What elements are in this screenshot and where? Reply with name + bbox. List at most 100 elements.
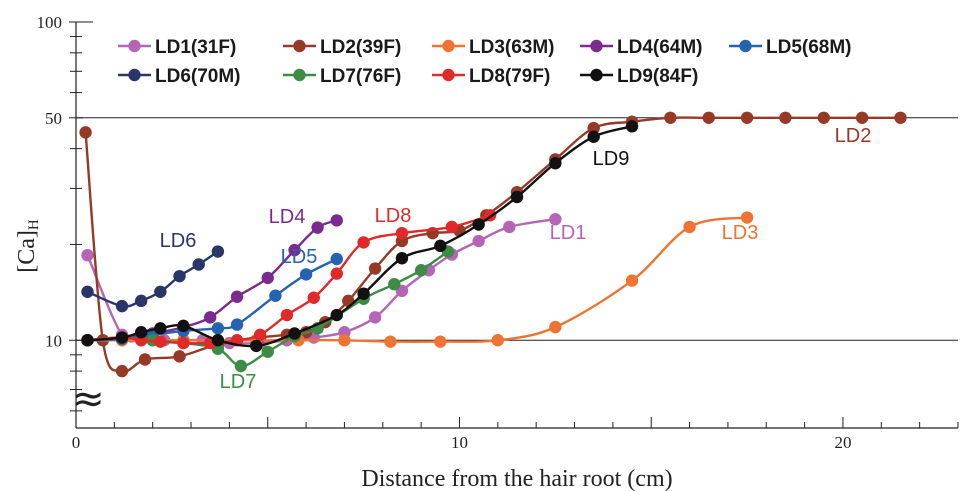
data-point-ld4 (261, 271, 274, 285)
legend-label: LD8(79F) (469, 66, 550, 87)
data-point-ld6 (134, 294, 148, 308)
x-tick-label: 10 (451, 433, 468, 452)
series-ld6 (81, 245, 225, 313)
data-point-ld3 (740, 211, 754, 224)
series-label-ld3: LD3 (722, 222, 759, 244)
data-point-ld6 (115, 299, 129, 313)
data-point-ld4 (311, 221, 324, 234)
data-point-ld2 (664, 111, 677, 125)
legend-swatch-marker (128, 68, 141, 82)
data-point-ld9 (211, 334, 225, 347)
data-point-ld2 (587, 121, 600, 135)
legend-swatch-marker (739, 39, 752, 53)
series-line-ld2 (84, 116, 901, 373)
data-point-ld9 (288, 327, 301, 340)
series-label-ld7: LD7 (220, 371, 257, 393)
data-point-ld3 (491, 334, 505, 347)
legend-swatch-marker (293, 39, 306, 53)
data-point-ld9 (81, 334, 94, 347)
legend-swatch-marker (590, 39, 603, 53)
data-point-ld8 (357, 236, 370, 249)
data-point-ld9 (154, 322, 167, 335)
series-label-ld4: LD4 (269, 206, 306, 228)
data-point-ld9 (434, 239, 447, 253)
data-point-ld9 (587, 130, 600, 143)
series-label-ld1: LD1 (550, 222, 587, 244)
legend-item-ld6: LD6(70M) (118, 66, 241, 87)
y-axis-title: [Ca]H (14, 219, 42, 273)
series-label-ld9: LD9 (593, 148, 630, 170)
data-point-ld7 (234, 359, 248, 373)
data-point-ld8 (395, 226, 409, 240)
data-point-ld7 (388, 278, 401, 291)
axis-break-symbol: ≈ (71, 376, 105, 422)
data-point-ld3 (338, 334, 351, 347)
data-point-ld4 (204, 311, 217, 324)
data-point-ld2 (79, 126, 92, 139)
series-layer (79, 111, 907, 378)
axes: 10 50 100 0 10 20 (37, 13, 959, 452)
data-point-ld5 (299, 268, 313, 281)
data-point-ld9 (330, 308, 343, 322)
legend-label: LD4(64M) (617, 37, 703, 58)
data-point-ld6 (192, 258, 205, 271)
data-point-ld9 (395, 252, 409, 265)
series-label-ld2: LD2 (835, 125, 872, 147)
legend-label: LD5(68M) (766, 37, 852, 58)
y-tick-label: 10 (45, 331, 62, 350)
data-point-ld3 (434, 335, 447, 348)
data-point-ld9 (177, 319, 190, 333)
data-point-ld5 (269, 289, 282, 302)
legend-label: LD7(76F) (320, 66, 401, 87)
data-point-ld9 (134, 325, 148, 339)
y-tick-label: 100 (37, 13, 63, 32)
data-point-ld2 (702, 111, 715, 125)
series-ld9 (81, 120, 639, 353)
data-point-ld2 (368, 262, 382, 275)
data-point-ld1 (549, 213, 562, 226)
data-point-ld1 (368, 311, 382, 324)
series-labels: LD1 LD2 LD3 LD4 LD5 LD6 LD7 LD8 LD9 (160, 125, 872, 393)
data-point-ld9 (357, 287, 370, 300)
data-point-ld8 (154, 335, 167, 348)
data-point-ld2 (740, 111, 754, 125)
data-point-ld3 (683, 220, 696, 234)
data-point-ld2 (779, 111, 792, 125)
data-point-ld6 (173, 269, 186, 283)
data-point-ld6 (154, 285, 167, 298)
legend-item-ld3: LD3(63M) (432, 37, 555, 58)
legend-label: LD1(31F) (155, 37, 236, 58)
legend-label: LD2(39F) (320, 37, 401, 58)
data-point-ld4 (330, 214, 343, 227)
data-point-ld1 (81, 249, 94, 262)
data-point-ld7 (414, 264, 428, 277)
legend-item-ld8: LD8(79F) (432, 66, 550, 87)
data-point-ld6 (81, 285, 94, 298)
legend-item-ld1: LD1(31F) (118, 37, 236, 58)
data-point-ld2 (173, 350, 186, 363)
x-tick-label: 0 (72, 433, 81, 452)
data-point-ld9 (115, 331, 129, 344)
data-point-ld2 (115, 364, 129, 378)
legend-swatch-marker (442, 68, 455, 82)
legend: LD1(31F) LD2(39F) LD3(63M) LD4(64M) LD5(68M)… (118, 37, 852, 87)
series-label-ld6: LD6 (160, 230, 197, 252)
data-point-ld8 (307, 291, 320, 304)
data-point-ld9 (250, 339, 263, 353)
legend-item-ld2: LD2(39F) (283, 37, 401, 58)
legend-item-ld9: LD9(84F) (580, 66, 698, 87)
legend-swatch-marker (293, 68, 306, 82)
data-point-ld6 (211, 245, 225, 258)
series-ld7 (81, 245, 455, 373)
legend-swatch-marker (128, 39, 141, 53)
data-point-ld4 (288, 243, 301, 257)
legend-item-ld4: LD4(64M) (580, 37, 703, 58)
series-label-ld8: LD8 (375, 205, 412, 227)
x-tick-label: 20 (834, 433, 851, 452)
legend-item-ld5: LD5(68M) (729, 37, 852, 58)
data-point-ld1 (472, 234, 485, 248)
data-point-ld2 (817, 111, 830, 125)
data-point-ld5 (330, 252, 343, 266)
